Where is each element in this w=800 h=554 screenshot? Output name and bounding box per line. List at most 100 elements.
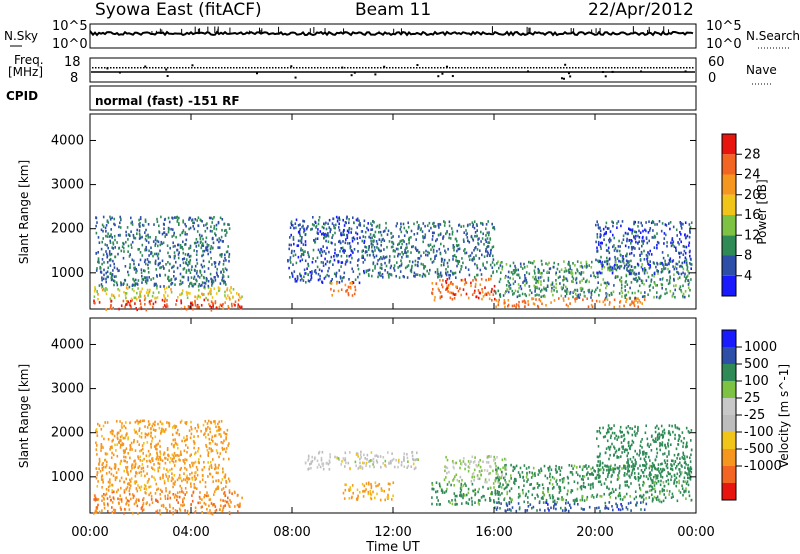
scatter-cell: [361, 250, 363, 253]
scatter-cell: [479, 458, 481, 462]
scatter-cell: [96, 267, 98, 270]
scatter-cell: [323, 233, 325, 236]
scatter-cell: [171, 282, 174, 285]
scatter-cell: [604, 281, 607, 285]
scatter-cell: [228, 223, 230, 226]
scatter-cell: [167, 479, 169, 483]
scatter-cell: [96, 485, 99, 488]
nave-top-tick: 60: [708, 55, 725, 70]
scatter-cell: [591, 305, 594, 308]
scatter-cell: [316, 237, 319, 240]
scatter-cell: [111, 510, 114, 514]
scatter-cell: [146, 441, 149, 444]
freq-point: [539, 67, 541, 69]
scatter-cell: [446, 270, 449, 274]
scatter-cell: [544, 295, 546, 298]
freq-point: [317, 67, 319, 69]
scatter-cell: [397, 461, 400, 464]
scatter-cell: [521, 292, 524, 296]
scatter-cell: [303, 268, 306, 272]
scatter-cell: [101, 262, 103, 266]
scatter-cell: [160, 430, 163, 434]
scatter-cell: [492, 226, 494, 230]
scatter-cell: [417, 260, 419, 264]
scatter-cell: [540, 467, 542, 471]
scatter-cell: [289, 256, 292, 259]
scatter-cell: [686, 275, 688, 279]
freq-point: [650, 67, 652, 69]
scatter-cell: [456, 285, 458, 289]
scatter-cell: [600, 247, 602, 250]
scatter-cell: [343, 497, 346, 500]
scatter-cell: [689, 469, 691, 472]
scatter-cell: [678, 276, 681, 279]
scatter-cell: [107, 485, 110, 489]
scatter-cell: [445, 273, 448, 277]
scatter-cell: [411, 454, 414, 458]
scatter-cell: [646, 254, 649, 258]
scatter-cell: [158, 462, 161, 466]
scatter-cell: [388, 276, 390, 279]
scatter-cell: [322, 245, 324, 248]
scatter-cell: [186, 296, 189, 299]
scatter-cell: [120, 217, 122, 221]
scatter-cell: [384, 269, 386, 272]
scatter-cell: [229, 289, 231, 292]
scatter-cell: [127, 273, 130, 277]
scatter-cell: [499, 295, 502, 298]
scatter-cell: [114, 463, 116, 466]
scatter-cell: [178, 476, 180, 480]
scatter-cell: [436, 268, 439, 271]
scatter-cell: [491, 246, 494, 249]
scatter-cell: [127, 473, 129, 476]
scatter-cell: [134, 420, 137, 424]
scatter-cell: [612, 224, 614, 228]
scatter-cell: [577, 293, 580, 297]
scatter-cell: [178, 454, 180, 458]
scatter-cell: [388, 261, 391, 264]
scatter-cell: [517, 496, 520, 499]
scatter-cell: [471, 473, 474, 476]
scatter-cell: [650, 278, 653, 282]
freq-point: [488, 67, 490, 69]
scatter-cell: [453, 245, 455, 249]
scatter-cell: [639, 254, 641, 257]
scatter-cell: [193, 483, 195, 486]
scatter-cell: [188, 255, 191, 258]
scatter-cell: [656, 223, 658, 226]
scatter-cell: [486, 469, 489, 472]
freq-bottom-tick: 8: [70, 71, 78, 86]
scatter-cell: [344, 465, 346, 468]
scatter-cell: [439, 291, 442, 294]
scatter-cell: [106, 497, 109, 500]
scatter-cell: [355, 231, 357, 235]
scatter-cell: [132, 496, 135, 499]
scatter-cell: [488, 297, 491, 301]
scatter-cell: [476, 474, 479, 477]
scatter-cell: [353, 248, 356, 251]
scatter-cell: [509, 283, 512, 287]
scatter-cell: [377, 271, 380, 275]
scatter-cell: [95, 429, 97, 433]
scatter-cell: [193, 249, 195, 252]
scatter-cell: [683, 275, 686, 278]
scatter-cell: [462, 493, 465, 496]
scatter-cell: [687, 269, 689, 273]
scatter-cell: [352, 216, 354, 219]
scatter-cell: [410, 465, 412, 468]
scatter-cell: [201, 478, 204, 481]
scatter-cell: [551, 281, 554, 285]
scatter-cell: [219, 498, 222, 502]
scatter-cell: [525, 467, 528, 470]
scatter-cell: [208, 504, 210, 508]
scatter-cell: [136, 232, 138, 235]
scatter-cell: [210, 502, 213, 505]
scatter-cell: [343, 251, 345, 254]
scatter-cell: [447, 247, 449, 251]
scatter-cell: [206, 449, 209, 452]
scatter-cell: [617, 508, 620, 511]
scatter-cell: [222, 487, 225, 490]
scatter-cell: [556, 497, 559, 500]
scatter-cell: [224, 256, 226, 260]
scatter-cell: [478, 237, 480, 240]
